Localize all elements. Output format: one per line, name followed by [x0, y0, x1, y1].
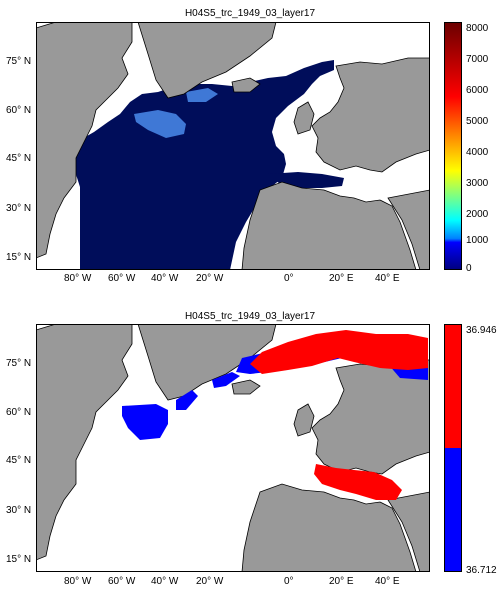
- map1-lon-tick: 60° W: [108, 273, 136, 284]
- map1-colorbar-tick: 2000: [466, 209, 489, 220]
- map2-colorbar-high: [444, 324, 462, 448]
- map2-colorbar: [444, 324, 462, 572]
- map2-plot: [36, 324, 430, 572]
- map1-lat-tick: 60° N: [6, 105, 32, 116]
- map2-lat-tick: 75° N: [6, 358, 32, 369]
- map1-colorbar-tick: 5000: [466, 116, 489, 127]
- map2-land: [36, 324, 430, 572]
- map1-plot: [36, 22, 430, 270]
- map2-colorbar-low: [444, 448, 462, 572]
- map1-anomaly: [134, 88, 218, 138]
- map1-lat-tick: 45° N: [6, 153, 32, 164]
- map1-lat-tick: 30° N: [6, 203, 32, 214]
- map1-lon-tick: 40° W: [151, 273, 179, 284]
- map2-high-cells: [250, 330, 428, 500]
- map1-colorbar-tick: 0: [466, 263, 472, 274]
- map1-colorbar-tick: 3000: [466, 178, 489, 189]
- map1-lon-tick: 20° E: [329, 273, 354, 284]
- map1-colorbar-tick: 4000: [466, 147, 489, 158]
- map1-land: [36, 22, 430, 270]
- map2-colorbar-max: 36.946: [466, 325, 497, 336]
- map1-colorbar: [444, 22, 462, 270]
- map2-lon-tick: 0°: [284, 576, 294, 587]
- map2-lon-tick: 20° E: [329, 576, 354, 587]
- map2-lon-tick: 40° E: [375, 576, 400, 587]
- map1-lon-tick: 80° W: [64, 273, 92, 284]
- map1-lon-tick: 20° W: [196, 273, 224, 284]
- map2-lat-tick: 15° N: [6, 554, 32, 565]
- map2-lon-tick: 80° W: [64, 576, 92, 587]
- map1-colorbar-tick: 6000: [466, 85, 489, 96]
- map2-lon-tick: 20° W: [196, 576, 224, 587]
- map2-colorbar-min: 36.712: [466, 565, 497, 576]
- map1-lon-tick: 0°: [284, 273, 294, 284]
- map1-colorbar-tick: 7000: [466, 54, 489, 65]
- map1-lat-tick: 75° N: [6, 56, 32, 67]
- map1-title: H04S5_trc_1949_03_layer17: [184, 8, 316, 19]
- map2-lon-tick: 40° W: [151, 576, 179, 587]
- map2-title: H04S5_trc_1949_03_layer17: [184, 311, 316, 322]
- map1-colorbar-tick: 1000: [466, 235, 489, 246]
- map1-lat-tick: 15° N: [6, 252, 32, 263]
- map2-lat-tick: 60° N: [6, 407, 32, 418]
- map2-lon-tick: 60° W: [108, 576, 136, 587]
- map1-colorbar-tick: 8000: [466, 23, 489, 34]
- map2-lat-tick: 30° N: [6, 505, 32, 516]
- map1-lon-tick: 40° E: [375, 273, 400, 284]
- map2-lat-tick: 45° N: [6, 455, 32, 466]
